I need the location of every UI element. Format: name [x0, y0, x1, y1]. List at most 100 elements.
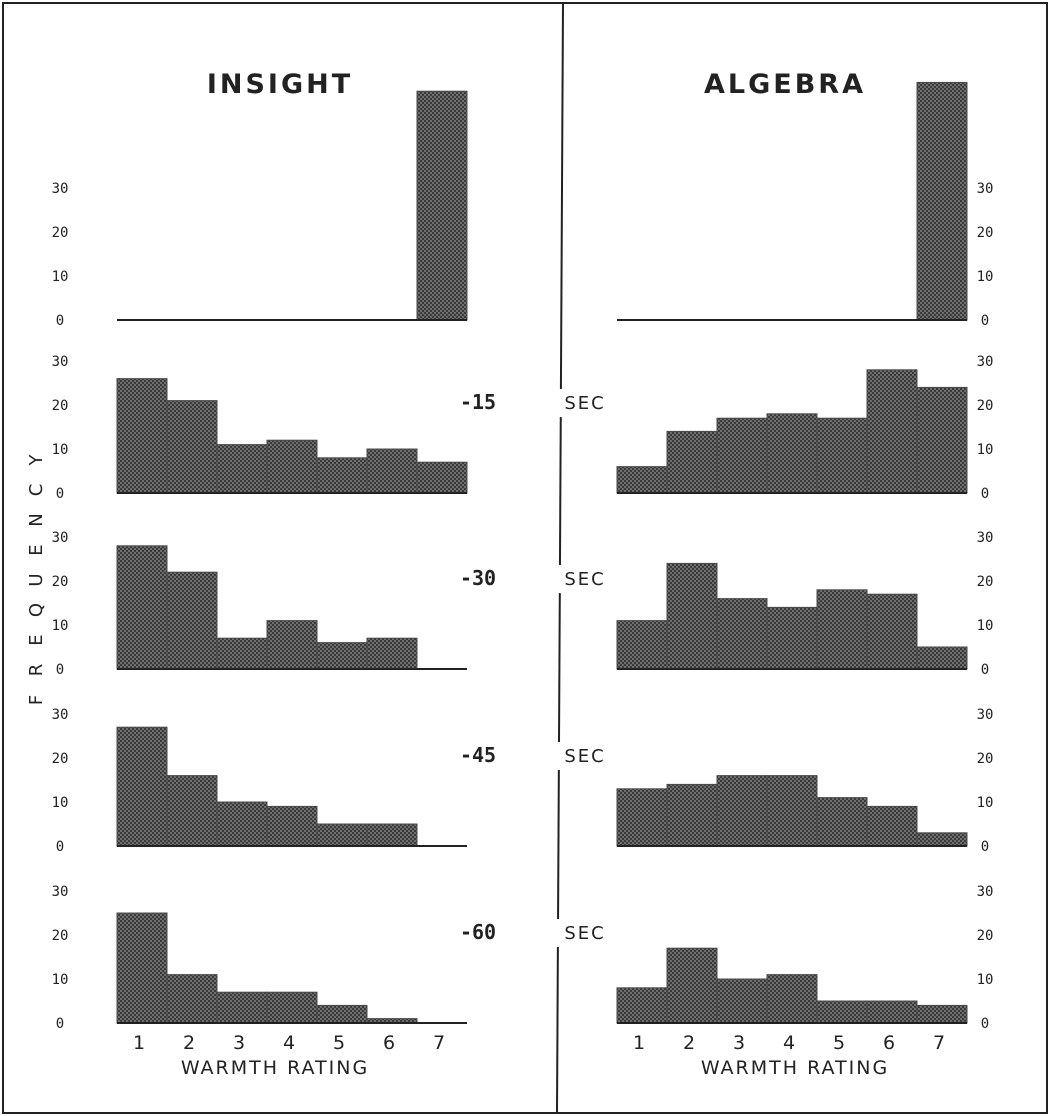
- bar: [166, 974, 218, 1024]
- bar: [616, 987, 668, 1024]
- y-tick-label: 30: [977, 181, 994, 197]
- bar: [116, 545, 168, 670]
- y-tick-label: 10: [977, 442, 994, 458]
- bar: [216, 637, 268, 670]
- y-axis-title-letter: R: [26, 664, 47, 677]
- y-tick-label: 30: [977, 884, 994, 900]
- y-tick-label: 0: [981, 839, 989, 855]
- bar: [916, 81, 968, 321]
- row-label-time: -45: [460, 743, 496, 767]
- x-tick-label: 5: [833, 1032, 845, 1054]
- bar: [866, 1000, 918, 1024]
- y-tick-label: 0: [56, 662, 64, 678]
- bar: [416, 461, 468, 494]
- y-tick-label: 30: [52, 181, 69, 197]
- row-label-unit: SEC: [564, 569, 605, 590]
- bar: [766, 606, 818, 670]
- bar: [616, 620, 668, 670]
- bar: [716, 598, 768, 670]
- y-tick-label: 0: [56, 486, 64, 502]
- bar: [716, 417, 768, 494]
- y-tick-label: 0: [981, 1016, 989, 1032]
- y-axis-title-letter: U: [26, 573, 47, 586]
- bar: [216, 801, 268, 847]
- y-tick-label: 30: [977, 354, 994, 370]
- bar: [266, 991, 318, 1024]
- panel-title: ALGEBRA: [704, 69, 866, 100]
- y-tick-label: 10: [977, 618, 994, 634]
- bar: [266, 620, 318, 670]
- x-tick-label: 5: [333, 1032, 345, 1054]
- y-tick-label: 0: [981, 486, 989, 502]
- bar: [816, 797, 868, 847]
- bar: [616, 788, 668, 847]
- x-tick-label: 6: [383, 1032, 395, 1054]
- bar: [166, 775, 218, 847]
- row-label-bg: [440, 389, 625, 417]
- x-axis-title: WARMTH RATING: [701, 1057, 889, 1079]
- bar: [316, 1004, 368, 1024]
- bar: [666, 430, 718, 494]
- y-tick-label: 10: [977, 972, 994, 988]
- y-tick-label: 30: [977, 707, 994, 723]
- y-tick-label: 0: [56, 839, 64, 855]
- bar: [116, 378, 168, 494]
- row-label-bg: [440, 919, 625, 947]
- y-tick-label: 10: [52, 972, 69, 988]
- panel-algebra: ALGEBRA 0 10 20 30 0 10 20 30 0 10 20 30 0 10 20 30 0 10 20…: [616, 69, 994, 1079]
- bar: [216, 444, 268, 494]
- x-tick-label: 4: [783, 1032, 795, 1054]
- row-label-time: -30: [460, 566, 496, 590]
- bar: [316, 457, 368, 494]
- y-axis-title: F R E Q U E N C Y: [26, 454, 47, 706]
- y-tick-label: 0: [56, 1016, 64, 1032]
- bar: [366, 637, 418, 670]
- bar: [916, 386, 968, 494]
- bar: [716, 775, 768, 847]
- y-tick-label: 20: [52, 928, 69, 944]
- bar: [766, 775, 818, 847]
- y-tick-label: 30: [52, 707, 69, 723]
- bar: [166, 571, 218, 670]
- bar: [366, 823, 418, 847]
- y-tick-label: 20: [52, 225, 69, 241]
- bar: [316, 642, 368, 670]
- bar: [766, 974, 818, 1024]
- bar: [666, 947, 718, 1024]
- y-tick-label: 10: [52, 269, 69, 285]
- row-label-bg: [440, 742, 625, 770]
- bar: [316, 823, 368, 847]
- bar: [766, 413, 818, 494]
- y-axis-title-letter: E: [26, 634, 47, 645]
- bar: [266, 439, 318, 494]
- row-label-unit: SEC: [564, 746, 605, 767]
- row-label-unit: SEC: [564, 923, 605, 944]
- bar: [116, 912, 168, 1024]
- bar: [916, 1004, 968, 1024]
- y-tick-label: 0: [56, 313, 64, 329]
- panel-title: INSIGHT: [207, 69, 353, 100]
- y-tick-label: 10: [52, 795, 69, 811]
- panel-insight: INSIGHT 0 10 20 30 0 10 20 30 0 10 20 30 0 10 20 30 0 10 20…: [52, 69, 468, 1079]
- row-label-time: -15: [460, 390, 496, 414]
- bar: [166, 400, 218, 494]
- y-tick-label: 0: [981, 313, 989, 329]
- y-axis-title-letter: Y: [26, 454, 47, 467]
- bar: [716, 978, 768, 1024]
- y-axis-title-letter: E: [26, 544, 47, 555]
- y-tick-label: 20: [977, 225, 994, 241]
- y-tick-label: 30: [52, 884, 69, 900]
- bar: [866, 593, 918, 670]
- y-tick-label: 30: [977, 530, 994, 546]
- y-axis-title-letter: F: [26, 695, 47, 705]
- bar: [866, 369, 918, 494]
- y-tick-label: 10: [977, 795, 994, 811]
- x-tick-label: 2: [183, 1032, 195, 1054]
- y-tick-label: 10: [52, 442, 69, 458]
- bar: [816, 417, 868, 494]
- y-axis-title-letter: C: [26, 484, 47, 497]
- y-tick-label: 20: [977, 751, 994, 767]
- x-tick-label: 3: [733, 1032, 745, 1054]
- bar: [616, 466, 668, 494]
